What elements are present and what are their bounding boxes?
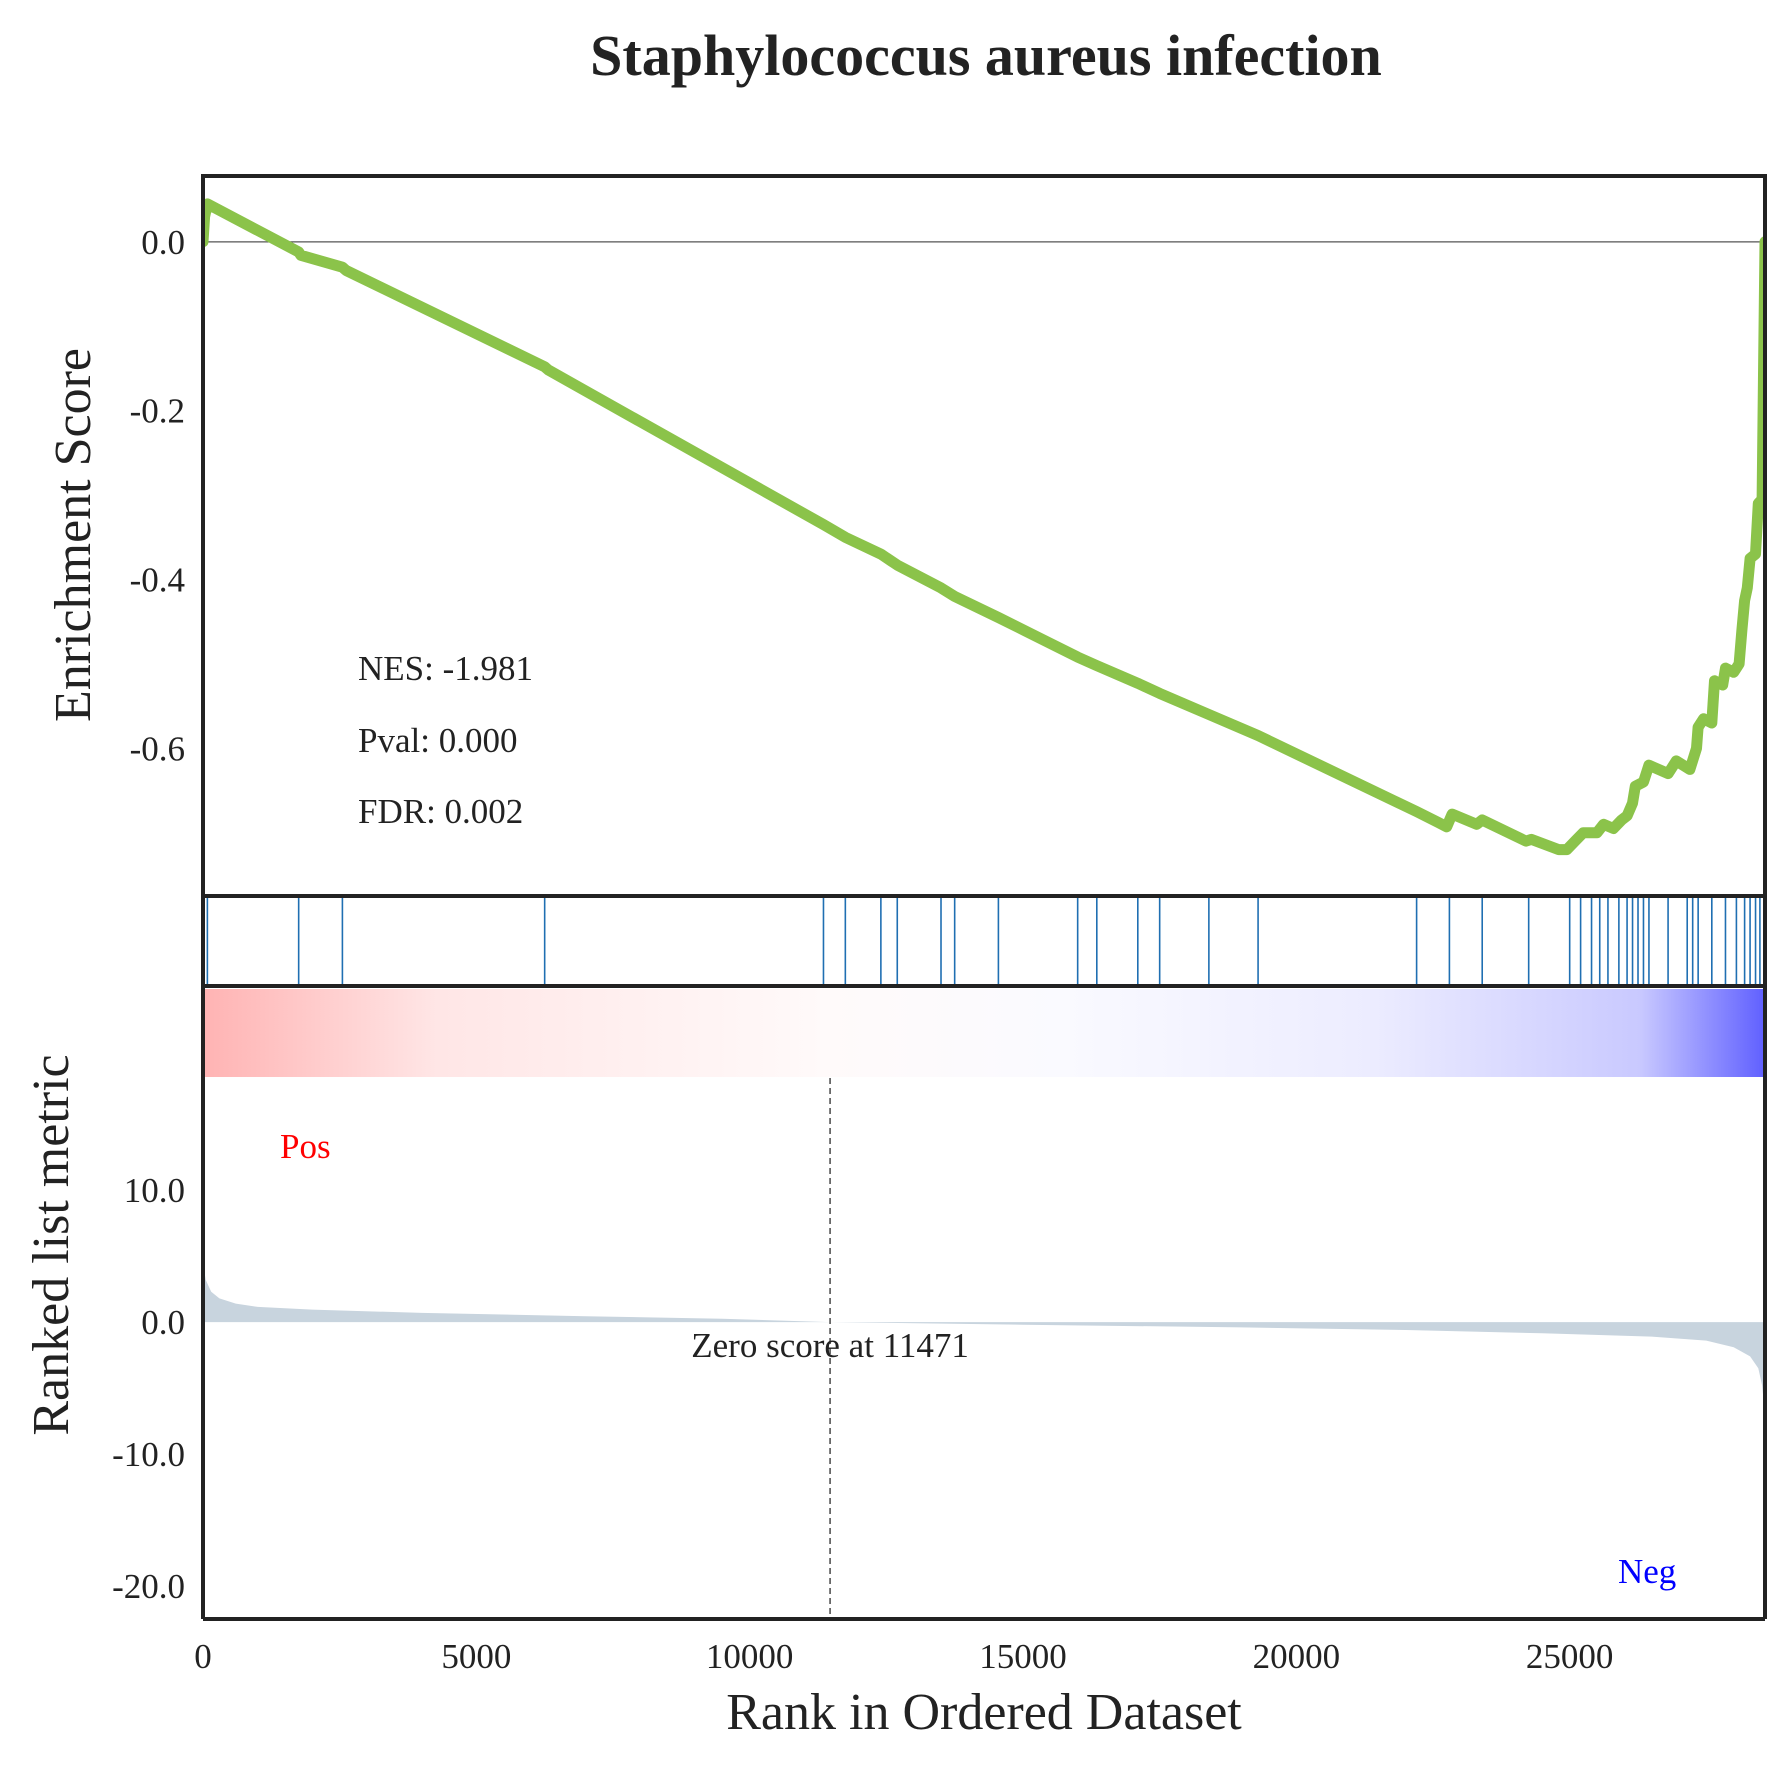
chart-title: Staphylococcus aureus infection xyxy=(590,23,1382,88)
hits-frame xyxy=(201,894,1767,988)
x-tick-label: 0 xyxy=(194,1637,212,1676)
rm-y-ticks: 10.0 0.0 -10.0 -20.0 xyxy=(112,1171,185,1606)
es-y-tick-label: 0.0 xyxy=(141,223,185,262)
hits-panel xyxy=(206,898,1761,984)
fdr-stat: FDR: 0.002 xyxy=(358,792,523,831)
ranked-metric-panel: Zero score at 11471 Pos Neg 10.0 0.0 -10.0… xyxy=(23,1054,1765,1619)
pval-stat: Pval: 0.000 xyxy=(358,721,517,760)
x-axis-label: Rank in Ordered Dataset xyxy=(726,1684,1242,1741)
zero-cross-label: Zero score at 11471 xyxy=(691,1326,969,1365)
x-tick-label: 25000 xyxy=(1526,1637,1614,1676)
x-axis-ticks: 0 5000 10000 15000 20000 25000 xyxy=(194,1637,1613,1676)
neg-label: Neg xyxy=(1618,1552,1676,1591)
rm-y-tick-label: -20.0 xyxy=(112,1567,185,1606)
es-curve xyxy=(203,198,1765,856)
rm-y-tick-label: 10.0 xyxy=(124,1171,185,1210)
es-y-axis-label: Enrichment Score xyxy=(45,348,102,722)
es-y-tick-label: -0.2 xyxy=(130,392,185,431)
x-tick-label: 15000 xyxy=(979,1637,1067,1676)
rm-y-tick-label: -10.0 xyxy=(112,1435,185,1474)
es-y-tick-label: -0.4 xyxy=(130,560,185,599)
ranked-metric-area xyxy=(203,1262,1765,1415)
x-tick-label: 10000 xyxy=(706,1637,794,1676)
es-curve-group xyxy=(203,198,1765,856)
nes-stat: NES: -1.981 xyxy=(358,649,533,688)
rm-y-axis-label: Ranked list metric xyxy=(23,1054,80,1435)
rank-gradient-bar xyxy=(203,989,1765,1077)
es-frame xyxy=(201,174,1767,898)
es-panel: 0.0 -0.2 -0.4 -0.6 Enrichment Score NES: -1… xyxy=(45,198,1765,856)
pos-label: Pos xyxy=(280,1127,331,1166)
x-tick-label: 5000 xyxy=(441,1637,511,1676)
rm-y-tick-label: 0.0 xyxy=(141,1303,185,1342)
x-tick-label: 20000 xyxy=(1253,1637,1341,1676)
es-y-ticks: 0.0 -0.2 -0.4 -0.6 xyxy=(130,223,185,768)
es-y-tick-label: -0.6 xyxy=(130,729,185,768)
